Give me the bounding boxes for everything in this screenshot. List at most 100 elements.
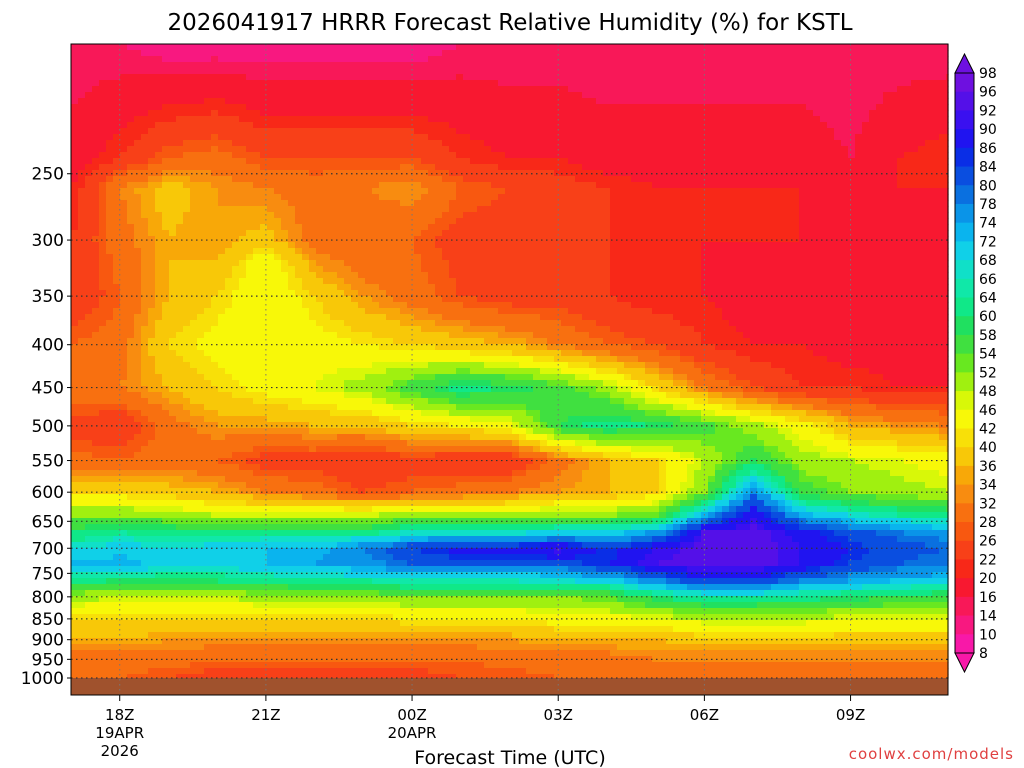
heatmap-cell xyxy=(85,260,93,267)
heatmap-cell xyxy=(449,86,457,93)
heatmap-cell xyxy=(519,140,527,147)
heatmap-cell xyxy=(897,68,905,75)
heatmap-cell xyxy=(470,194,478,201)
heatmap-cell xyxy=(442,266,450,273)
heatmap-cell xyxy=(645,176,653,183)
heatmap-cell xyxy=(820,146,828,153)
heatmap-cell xyxy=(365,104,373,111)
heatmap-cell xyxy=(393,140,401,147)
heatmap-cell xyxy=(890,182,898,189)
heatmap-cell xyxy=(92,140,100,147)
heatmap-cell xyxy=(575,248,583,255)
heatmap-cell xyxy=(183,152,191,159)
heatmap-cell xyxy=(491,122,499,129)
heatmap-cell xyxy=(827,170,835,177)
heatmap-cell xyxy=(694,212,702,219)
heatmap-cell xyxy=(946,86,949,93)
heatmap-cell xyxy=(442,128,450,135)
heatmap-cell xyxy=(925,116,933,123)
heatmap-cell xyxy=(848,176,856,183)
heatmap-cell xyxy=(239,98,247,105)
heatmap-cell xyxy=(505,134,513,141)
heatmap-cell xyxy=(624,170,632,177)
heatmap-cell xyxy=(253,44,261,51)
heatmap-cell xyxy=(771,62,779,69)
heatmap-cell xyxy=(708,44,716,51)
heatmap-cell xyxy=(148,104,156,111)
heatmap-cell xyxy=(281,134,289,141)
heatmap-cell xyxy=(764,98,772,105)
heatmap-cell xyxy=(302,206,310,213)
heatmap-cell xyxy=(736,266,744,273)
heatmap-cell xyxy=(309,98,317,105)
heatmap-cell xyxy=(897,266,905,273)
heatmap-cell xyxy=(421,194,429,201)
heatmap-cell xyxy=(120,194,128,201)
heatmap-cell xyxy=(442,44,450,51)
heatmap-cell xyxy=(281,56,289,63)
heatmap-cell xyxy=(561,92,569,99)
heatmap-cell xyxy=(239,152,247,159)
heatmap-cell xyxy=(435,152,443,159)
heatmap-cell xyxy=(498,152,506,159)
heatmap-cell xyxy=(862,206,870,213)
heatmap-cell xyxy=(442,224,450,231)
heatmap-cell xyxy=(71,86,79,93)
heatmap-cell xyxy=(211,218,219,225)
heatmap-cell xyxy=(694,248,702,255)
heatmap-cell xyxy=(141,254,149,261)
heatmap-cell xyxy=(71,74,79,81)
heatmap-cell xyxy=(904,122,912,129)
heatmap-cell xyxy=(358,128,366,135)
heatmap-cell xyxy=(701,158,709,165)
heatmap-cell xyxy=(491,80,499,87)
heatmap-cell xyxy=(918,164,926,171)
heatmap-cell xyxy=(302,212,310,219)
heatmap-cell xyxy=(218,266,226,273)
heatmap-cell xyxy=(624,164,632,171)
heatmap-cell xyxy=(799,224,807,231)
heatmap-cell xyxy=(582,272,590,279)
heatmap-cell xyxy=(589,272,597,279)
heatmap-cell xyxy=(512,188,520,195)
heatmap-cell xyxy=(680,224,688,231)
heatmap-cell xyxy=(225,152,233,159)
heatmap-cell xyxy=(246,164,254,171)
heatmap-cell xyxy=(694,224,702,231)
heatmap-cell xyxy=(533,128,541,135)
heatmap-cell xyxy=(596,122,604,129)
heatmap-cell xyxy=(295,164,303,171)
heatmap-cell xyxy=(561,176,569,183)
heatmap-cell xyxy=(169,242,177,249)
heatmap-cell xyxy=(883,86,891,93)
heatmap-cell xyxy=(722,242,730,249)
heatmap-cell xyxy=(141,122,149,129)
heatmap-cell xyxy=(141,128,149,135)
heatmap-cell xyxy=(148,50,156,57)
heatmap-cell xyxy=(442,134,450,141)
heatmap-cell xyxy=(519,116,527,123)
heatmap-cell xyxy=(393,44,401,51)
heatmap-cell xyxy=(232,248,240,255)
heatmap-cell xyxy=(358,98,366,105)
heatmap-cell xyxy=(764,116,772,123)
heatmap-cell xyxy=(890,266,898,273)
heatmap-cell xyxy=(694,158,702,165)
heatmap-cell xyxy=(477,242,485,249)
heatmap-cell xyxy=(932,164,940,171)
heatmap-cell xyxy=(470,50,478,57)
heatmap-cell xyxy=(414,236,422,243)
heatmap-cell xyxy=(183,260,191,267)
heatmap-cell xyxy=(526,164,534,171)
heatmap-cell xyxy=(169,278,177,285)
heatmap-cell xyxy=(316,260,324,267)
heatmap-cell xyxy=(218,254,226,261)
heatmap-cell xyxy=(561,254,569,261)
heatmap-cell xyxy=(428,278,436,285)
heatmap-cell xyxy=(561,152,569,159)
heatmap-cell xyxy=(330,98,338,105)
heatmap-cell xyxy=(855,110,863,117)
heatmap-cell xyxy=(442,206,450,213)
heatmap-cell xyxy=(281,44,289,51)
heatmap-cell xyxy=(687,110,695,117)
